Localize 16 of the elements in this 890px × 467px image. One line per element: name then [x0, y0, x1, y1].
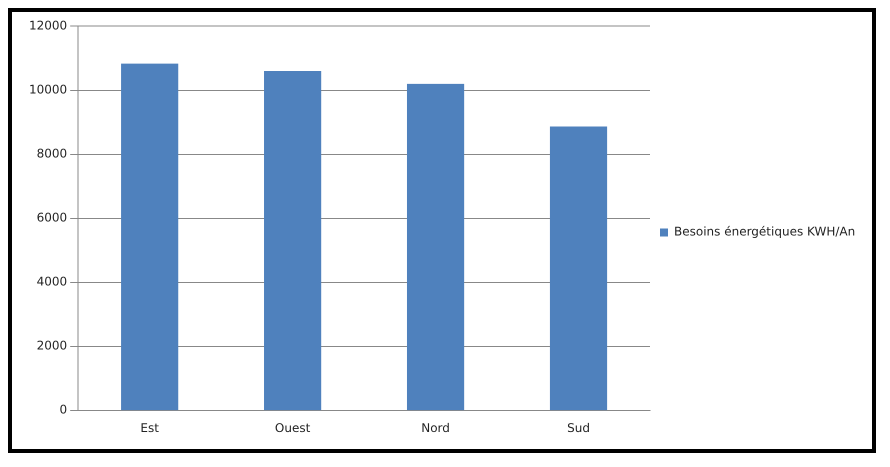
y-tick-label: 0: [60, 402, 68, 417]
legend-label: Besoins énergétiques KWH/An: [674, 224, 856, 239]
x-tick-label: Nord: [421, 420, 450, 435]
bar: [121, 64, 178, 410]
x-tick-label: Ouest: [274, 420, 311, 435]
y-tick-label: 8000: [36, 146, 68, 160]
bar: [264, 71, 322, 410]
y-tick-label: 6000: [36, 210, 68, 225]
bar: [550, 126, 608, 410]
x-tick-label: Sud: [567, 420, 590, 435]
y-tick-label: 12000: [28, 18, 68, 32]
bar: [406, 84, 464, 410]
y-tick-label: 2000: [36, 338, 68, 353]
y-tick-label: 4000: [36, 274, 68, 289]
y-tick-label: 10000: [28, 82, 68, 96]
x-tick-label: Est: [140, 420, 160, 435]
